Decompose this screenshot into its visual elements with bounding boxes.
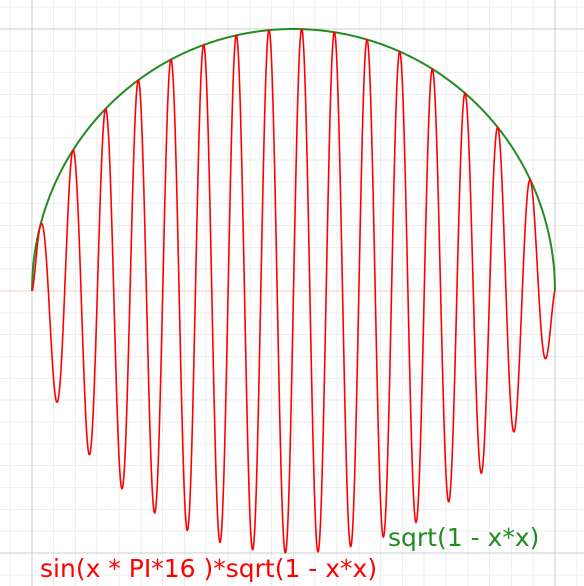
series-line-sin [31,28,556,554]
series-layer [31,28,556,554]
legend-label-sqrt: sqrt(1 - x*x) [388,523,539,552]
series-line-sqrt [31,28,556,292]
legend-label-sin: sin(x * PI*16 )*sqrt(1 - x*x) [40,554,377,583]
